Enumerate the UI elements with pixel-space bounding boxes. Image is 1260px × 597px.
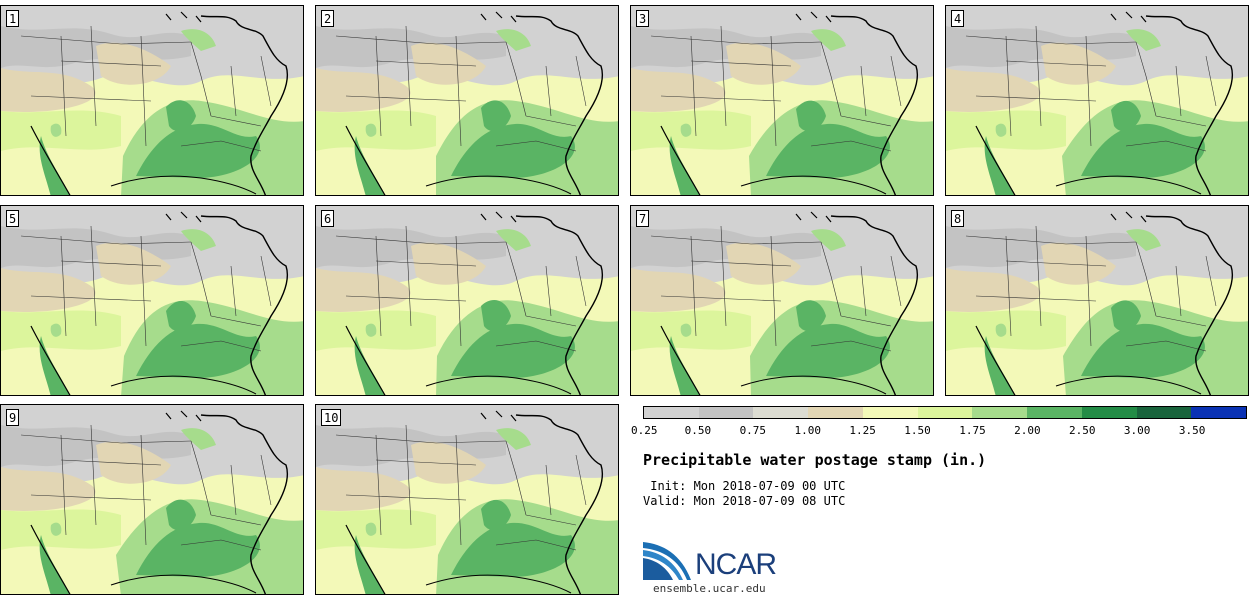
colorbar-swatch: [1136, 407, 1192, 418]
colorbar-swatch: [1027, 407, 1082, 418]
colorbar-swatch: [917, 407, 973, 418]
stamp-number: 10: [321, 409, 342, 426]
stamp-number: 7: [636, 210, 650, 227]
colorbar-tick-label: 1.75: [959, 424, 986, 437]
postage-stamp-10: 10: [315, 404, 619, 595]
postage-stamp-3: 3: [630, 5, 934, 196]
plot-title: Precipitable water postage stamp (in.): [643, 451, 987, 469]
stamp-number: 8: [951, 210, 965, 227]
colorbar-swatch: [698, 407, 754, 418]
colorbar: [643, 406, 1247, 419]
stamp-number: 6: [321, 210, 335, 227]
ncar-logo-text: NCAR: [695, 548, 777, 581]
postage-stamp-2: 2: [315, 5, 619, 196]
colorbar-tick-label: 2.50: [1069, 424, 1096, 437]
colorbar-swatch: [972, 407, 1028, 418]
colorbar-tick-label: 3.00: [1123, 424, 1151, 437]
postage-stamp-8: 8: [945, 205, 1249, 396]
postage-stamp-1: 1: [0, 5, 304, 196]
colorbar-swatch: [753, 407, 809, 418]
stamp-number: 4: [951, 10, 965, 27]
stamp-number: 2: [321, 10, 335, 27]
colorbar-swatch: [862, 407, 918, 418]
stamp-number: 9: [6, 409, 20, 426]
colorbar-tick-label: 0.75: [739, 424, 767, 437]
colorbar-swatch: [1191, 407, 1247, 418]
colorbar-swatch: [644, 407, 699, 418]
colorbar-tick-label: 3.50: [1178, 424, 1206, 437]
colorbar-tick-label: 2.00: [1014, 424, 1041, 437]
stamp-number: 1: [6, 10, 20, 27]
stamp-number: 5: [6, 210, 20, 227]
postage-stamp-5: 5: [0, 205, 304, 396]
postage-stamp-9: 9: [0, 404, 304, 595]
colorbar-ticks: 0.25 0.50 0.75 1.00 1.25 1.50 1.75 2.00 2.50 3.00…: [631, 424, 1247, 438]
postage-stamp-7: 7: [630, 205, 934, 396]
stamp-number: 3: [636, 10, 650, 27]
ncar-logo: [643, 542, 691, 580]
colorbar-swatch: [808, 407, 863, 418]
postage-stamp-6: 6: [315, 205, 619, 396]
site-url[interactable]: ensemble.ucar.edu: [653, 582, 766, 595]
colorbar-tick-label: 1.25: [849, 424, 876, 437]
colorbar-swatch: [1081, 407, 1137, 418]
colorbar-tick-label: 0.25: [631, 424, 658, 437]
valid-time: Valid: Mon 2018-07-09 08 UTC: [643, 494, 846, 508]
init-time: Init: Mon 2018-07-09 00 UTC: [643, 479, 846, 493]
colorbar-tick-label: 1.50: [904, 424, 931, 437]
colorbar-tick-label: 0.50: [684, 424, 712, 437]
colorbar-tick-label: 1.00: [794, 424, 821, 437]
postage-stamp-4: 4: [945, 5, 1249, 196]
